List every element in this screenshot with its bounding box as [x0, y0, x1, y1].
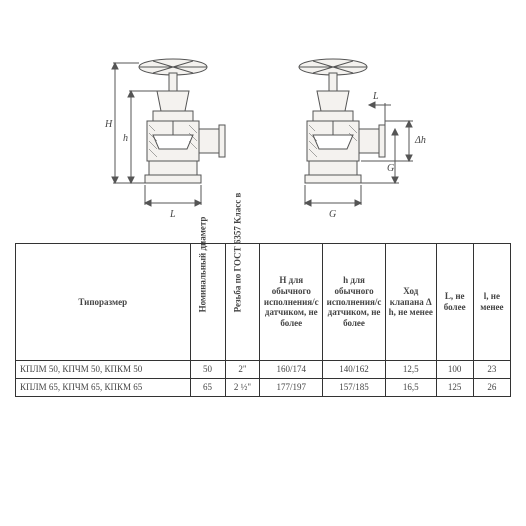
col-thread: Резьба по ГОСТ 6357 Класс в — [225, 244, 260, 361]
col-h: h для обычного исполнения/с датчиком, не… — [323, 244, 386, 361]
dim-G2-label: G — [329, 209, 336, 220]
dim-H-label: H — [104, 119, 113, 130]
col-lmin: l, не менее — [473, 244, 510, 361]
valve-figure-left: H h L — [93, 45, 243, 225]
col-dn: Номинальный диаметр — [190, 244, 225, 361]
col-H: H для обычного исполнения/с датчиком, не… — [260, 244, 323, 361]
cell-stroke: 16,5 — [385, 378, 436, 396]
table-row: КПЛМ 50, КПЧМ 50, КПКМ 50 50 2" 160/174 … — [16, 361, 511, 379]
cell-lmin: 23 — [473, 361, 510, 379]
col-stroke: Ход клапана Δ h, не менее — [385, 244, 436, 361]
cell-h: 157/185 — [323, 378, 386, 396]
cell-thread: 2" — [225, 361, 260, 379]
cell-H: 177/197 — [260, 378, 323, 396]
dim-L2-label: L — [372, 91, 379, 102]
cell-model: КПЛМ 50, КПЧМ 50, КПКМ 50 — [16, 361, 191, 379]
cell-Lmax: 125 — [436, 378, 473, 396]
valve-figure-right: L Δh G G — [273, 45, 433, 225]
cell-h: 140/162 — [323, 361, 386, 379]
spec-table: Типоразмер Номинальный диаметр Резьба по… — [15, 243, 511, 397]
cell-dn: 50 — [190, 361, 225, 379]
table-row: КПЛМ 65, КПЧМ 65, КПКМ 65 65 2 ½" 177/19… — [16, 378, 511, 396]
dim-dh-label: Δh — [414, 135, 426, 146]
cell-model: КПЛМ 65, КПЧМ 65, КПКМ 65 — [16, 378, 191, 396]
col-tiposize: Типоразмер — [16, 244, 191, 361]
dim-h-label: h — [123, 133, 128, 144]
cell-stroke: 12,5 — [385, 361, 436, 379]
cell-Lmax: 100 — [436, 361, 473, 379]
cell-lmin: 26 — [473, 378, 510, 396]
cell-H: 160/174 — [260, 361, 323, 379]
cell-dn: 65 — [190, 378, 225, 396]
table-body: КПЛМ 50, КПЧМ 50, КПКМ 50 50 2" 160/174 … — [16, 361, 511, 397]
col-Lmax: L, не более — [436, 244, 473, 361]
dim-L-label: L — [169, 209, 176, 220]
technical-drawing: H h L — [15, 15, 511, 235]
dim-G-label: G — [387, 163, 394, 174]
cell-thread: 2 ½" — [225, 378, 260, 396]
